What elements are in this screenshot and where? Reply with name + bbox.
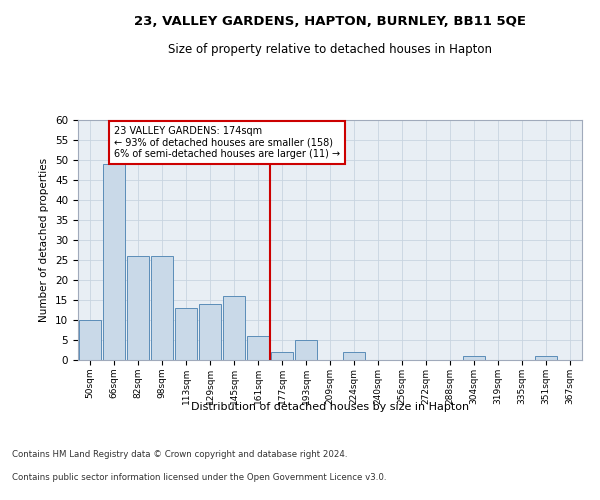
- Bar: [463, 356, 485, 360]
- Bar: [127, 256, 149, 360]
- Bar: [175, 308, 197, 360]
- Text: 23 VALLEY GARDENS: 174sqm
← 93% of detached houses are smaller (158)
6% of semi-: 23 VALLEY GARDENS: 174sqm ← 93% of detac…: [114, 126, 340, 159]
- Text: Contains HM Land Registry data © Crown copyright and database right 2024.: Contains HM Land Registry data © Crown c…: [12, 450, 347, 459]
- Text: Contains public sector information licensed under the Open Government Licence v3: Contains public sector information licen…: [12, 472, 386, 482]
- Bar: [223, 296, 245, 360]
- Bar: [79, 320, 101, 360]
- Bar: [151, 256, 173, 360]
- Bar: [535, 356, 557, 360]
- Bar: [103, 164, 125, 360]
- Bar: [271, 352, 293, 360]
- Text: Distribution of detached houses by size in Hapton: Distribution of detached houses by size …: [191, 402, 469, 412]
- Bar: [247, 336, 269, 360]
- Bar: [199, 304, 221, 360]
- Bar: [343, 352, 365, 360]
- Y-axis label: Number of detached properties: Number of detached properties: [40, 158, 49, 322]
- Text: 23, VALLEY GARDENS, HAPTON, BURNLEY, BB11 5QE: 23, VALLEY GARDENS, HAPTON, BURNLEY, BB1…: [134, 15, 526, 28]
- Text: Size of property relative to detached houses in Hapton: Size of property relative to detached ho…: [168, 42, 492, 56]
- Bar: [295, 340, 317, 360]
